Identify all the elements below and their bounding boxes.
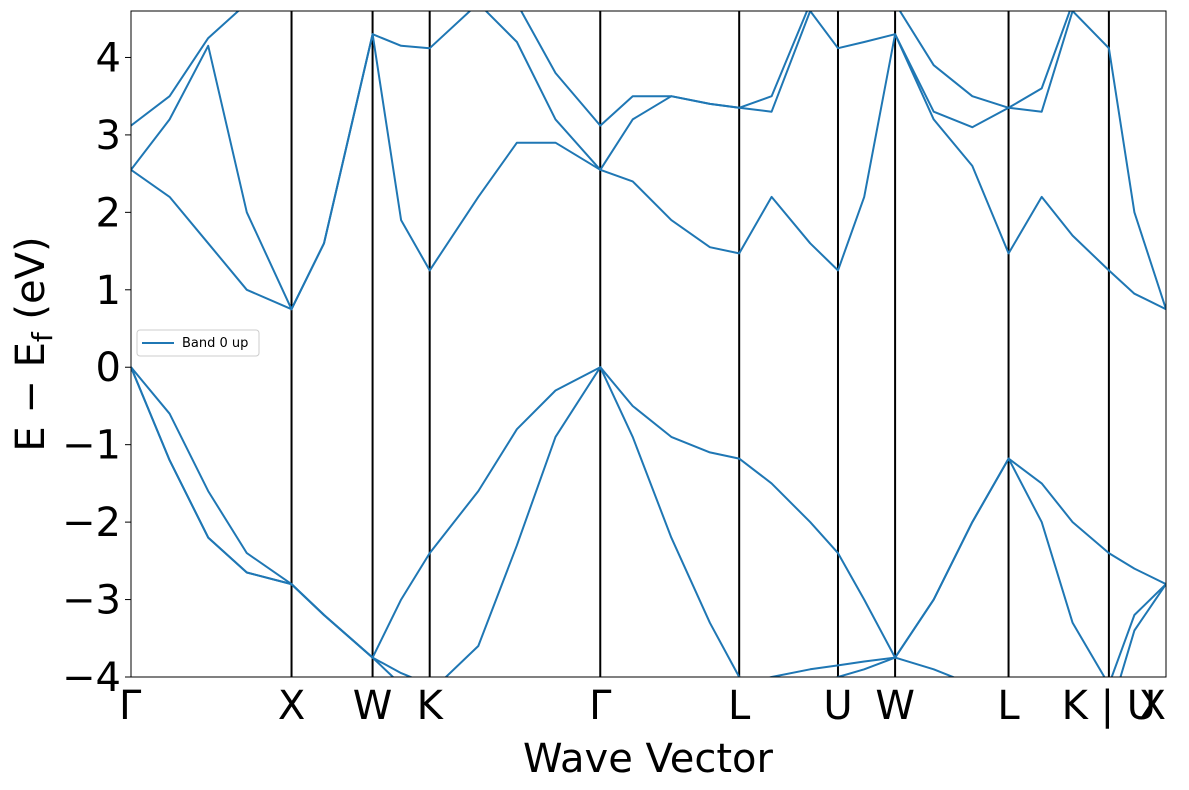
y-tick-label: 0 xyxy=(96,345,121,391)
y-tick-label: 2 xyxy=(96,190,121,236)
x-axis-title: Wave Vector xyxy=(523,736,774,782)
x-tick-label: W xyxy=(875,683,915,729)
x-tick-label: X xyxy=(1139,683,1166,729)
y-tick-label: 4 xyxy=(96,35,121,81)
y-tick-label: 3 xyxy=(96,113,121,159)
legend: Band 0 up xyxy=(136,329,260,357)
x-tick-label: X xyxy=(278,683,305,729)
x-tick-label: U xyxy=(823,683,852,729)
x-tick-label: Γ xyxy=(119,683,142,729)
y-tick-label: −2 xyxy=(62,500,121,546)
band-line-3 xyxy=(131,33,1166,311)
y-tick-label: −1 xyxy=(62,423,121,469)
y-tick-label: −4 xyxy=(62,655,121,701)
y-axis-title-unit: (eV) xyxy=(8,236,54,332)
y-axis-title-main: E − E xyxy=(8,342,54,452)
band-line-1 xyxy=(131,366,1166,659)
legend-label: Band 0 up xyxy=(182,336,248,351)
x-tick-label: L xyxy=(997,683,1020,729)
band-line-4 xyxy=(131,11,1166,311)
y-axis-title-subscript: f xyxy=(26,331,59,342)
y-tick-label: 1 xyxy=(96,268,121,314)
y-axis-title: E − Ef (eV) xyxy=(8,236,59,451)
x-tick-label: Γ xyxy=(589,683,612,729)
band-line-5 xyxy=(131,11,1071,127)
x-tick-label: K | U xyxy=(1062,683,1156,729)
legend-box xyxy=(136,329,260,357)
high-symmetry-lines xyxy=(290,11,1110,677)
plot-frame xyxy=(130,10,1167,678)
x-tick-label: K xyxy=(417,683,445,729)
band-series xyxy=(131,11,1166,677)
x-tick-label: W xyxy=(353,683,393,729)
y-tick-label: −3 xyxy=(62,578,121,624)
y-axis-ticks: −4 −3 −2 −1 0 1 2 3 4 xyxy=(62,35,131,701)
band-line-2 xyxy=(131,366,1166,677)
x-tick-label: L xyxy=(728,683,751,729)
